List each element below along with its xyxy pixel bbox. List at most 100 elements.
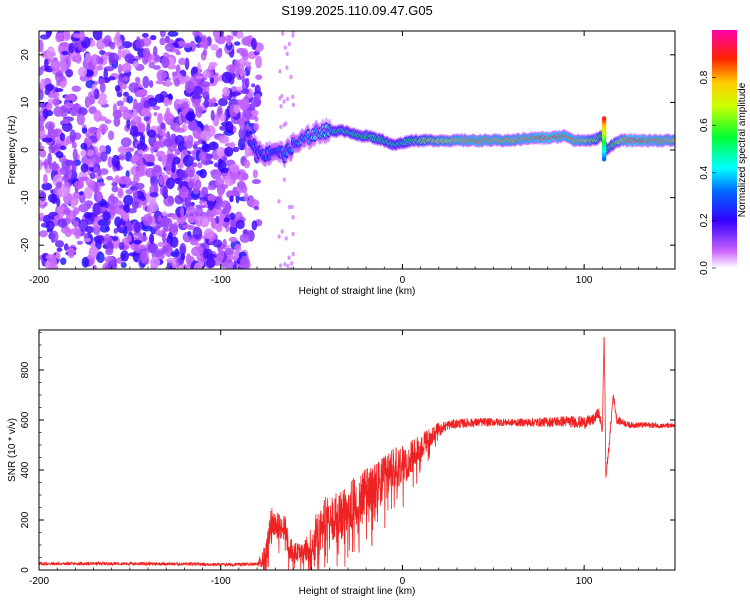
colorbar-ticks: 0.0 0.2 0.4 0.6 0.8 — [699, 70, 716, 275]
heatmap-noise-cell — [187, 121, 198, 131]
heatmap-noise-cell — [282, 177, 286, 182]
heatmap-noise-cell — [128, 82, 140, 93]
heatmap-noise-cell — [202, 70, 210, 79]
snr-y-tick-label: 200 — [20, 511, 31, 528]
heatmap-noise-cell — [255, 55, 263, 69]
heatmap-noise-layer — [39, 31, 295, 269]
heatmap-noise-cell — [192, 85, 204, 95]
heatmap-noise-cell — [205, 248, 213, 260]
colorbar-tick-label: 0.4 — [699, 165, 710, 179]
heatmap-noise-cell — [77, 66, 88, 78]
heatmap-noise-cell — [215, 215, 220, 224]
heatmap-noise-cell — [196, 254, 204, 261]
heatmap-noise-cell — [245, 77, 250, 89]
heatmap-noise-cell — [132, 60, 139, 68]
heatmap-ridge-cell — [601, 116, 607, 121]
heatmap-noise-cell — [232, 31, 238, 37]
heatmap-noise-cell — [83, 211, 92, 219]
heatmap-noise-cell — [126, 95, 134, 104]
heatmap-noise-cell — [218, 213, 225, 226]
heatmap-noise-cell — [121, 63, 132, 73]
heatmap-noise-cell — [107, 76, 116, 81]
heatmap-noise-cell — [291, 33, 295, 38]
heatmap-noise-cell — [214, 75, 220, 83]
heatmap-noise-cell — [218, 189, 223, 198]
heatmap-noise-cell — [59, 132, 66, 142]
heatmap-noise-cell — [199, 81, 211, 88]
heatmap-noise-cell — [85, 178, 95, 187]
heatmap-noise-cell — [99, 57, 104, 65]
heatmap-noise-cell — [116, 92, 123, 98]
heatmap-noise-cell — [124, 53, 135, 64]
heatmap-x-axis-label: Height of straight line (km) — [299, 286, 416, 297]
heatmap-noise-cell — [189, 237, 199, 246]
heatmap-noise-cell — [60, 166, 71, 176]
heatmap-noise-cell — [168, 231, 173, 239]
heatmap-noise-cell — [282, 99, 286, 104]
heatmap-noise-cell — [54, 88, 64, 93]
heatmap-noise-cell — [96, 65, 103, 71]
heatmap-noise-cell — [114, 216, 122, 228]
heatmap-noise-cell — [93, 110, 102, 122]
heatmap-noise-cell — [216, 146, 226, 157]
heatmap-noise-cell — [81, 256, 90, 268]
heatmap-noise-cell — [283, 262, 287, 267]
heatmap-noise-cell — [229, 212, 236, 221]
heatmap-noise-cell — [68, 42, 75, 54]
heatmap-noise-cell — [291, 215, 295, 220]
heatmap-noise-cell — [229, 195, 234, 203]
heatmap-noise-cell — [228, 64, 236, 74]
heatmap-noise-cell — [146, 203, 154, 216]
heatmap-noise-cell — [107, 259, 118, 269]
heatmap-noise-cell — [132, 188, 138, 202]
snr-x-axis-label: Height of straight line (km) — [299, 586, 416, 597]
heatmap-noise-cell — [161, 154, 168, 162]
heatmap-noise-cell — [147, 97, 158, 107]
heatmap-noise-cell — [247, 65, 252, 71]
heatmap-noise-cell — [64, 228, 73, 238]
heatmap-noise-cell — [93, 235, 105, 243]
heatmap-noise-cell — [131, 154, 139, 163]
heatmap-noise-cell — [96, 251, 105, 264]
heatmap-x-tick-label: -200 — [29, 275, 49, 286]
heatmap-noise-cell — [290, 204, 294, 210]
heatmap-noise-cell — [134, 76, 141, 83]
heatmap-noise-cell — [62, 118, 70, 125]
heatmap-noise-cell — [108, 52, 119, 65]
snr-y-axis-label: SNR (10 * v/v) — [7, 418, 18, 482]
heatmap-noise-cell — [126, 234, 132, 243]
heatmap-noise-cell — [160, 122, 166, 130]
heatmap-noise-cell — [149, 34, 157, 41]
heatmap-noise-cell — [152, 164, 163, 178]
heatmap-noise-cell — [192, 226, 203, 240]
heatmap-noise-cell — [55, 32, 64, 43]
heatmap-noise-cell — [118, 175, 130, 185]
colorbar-tick-label: 0.6 — [699, 118, 710, 132]
heatmap-noise-cell — [112, 109, 122, 120]
heatmap-noise-cell — [141, 107, 151, 117]
heatmap-noise-cell — [99, 225, 110, 233]
heatmap-noise-cell — [239, 98, 250, 111]
heatmap-noise-cell — [279, 124, 283, 130]
heatmap-noise-cell — [73, 180, 84, 190]
heatmap-noise-cell — [96, 192, 103, 202]
colorbar: 0.0 0.2 0.4 0.6 0.8 Normalized spectral ampl… — [699, 30, 748, 275]
heatmap-noise-cell — [117, 63, 123, 76]
heatmap-noise-cell — [87, 126, 97, 135]
heatmap-noise-cell — [243, 192, 249, 202]
heatmap-noise-cell — [161, 58, 167, 66]
heatmap-noise-cell — [89, 166, 94, 172]
heatmap-noise-cell — [170, 161, 176, 174]
heatmap-noise-cell — [199, 199, 204, 205]
heatmap-noise-cell — [126, 117, 131, 129]
heatmap-noise-cell — [218, 135, 230, 144]
heatmap-noise-cell — [135, 38, 145, 49]
heatmap-noise-cell — [159, 132, 168, 137]
heatmap-noise-cell — [235, 86, 242, 91]
heatmap-noise-cell — [41, 137, 53, 143]
heatmap-noise-cell — [120, 137, 132, 148]
colorbar-tick-label: 0.8 — [699, 70, 710, 84]
heatmap-noise-cell — [195, 36, 202, 44]
heatmap-noise-cell — [61, 50, 69, 56]
